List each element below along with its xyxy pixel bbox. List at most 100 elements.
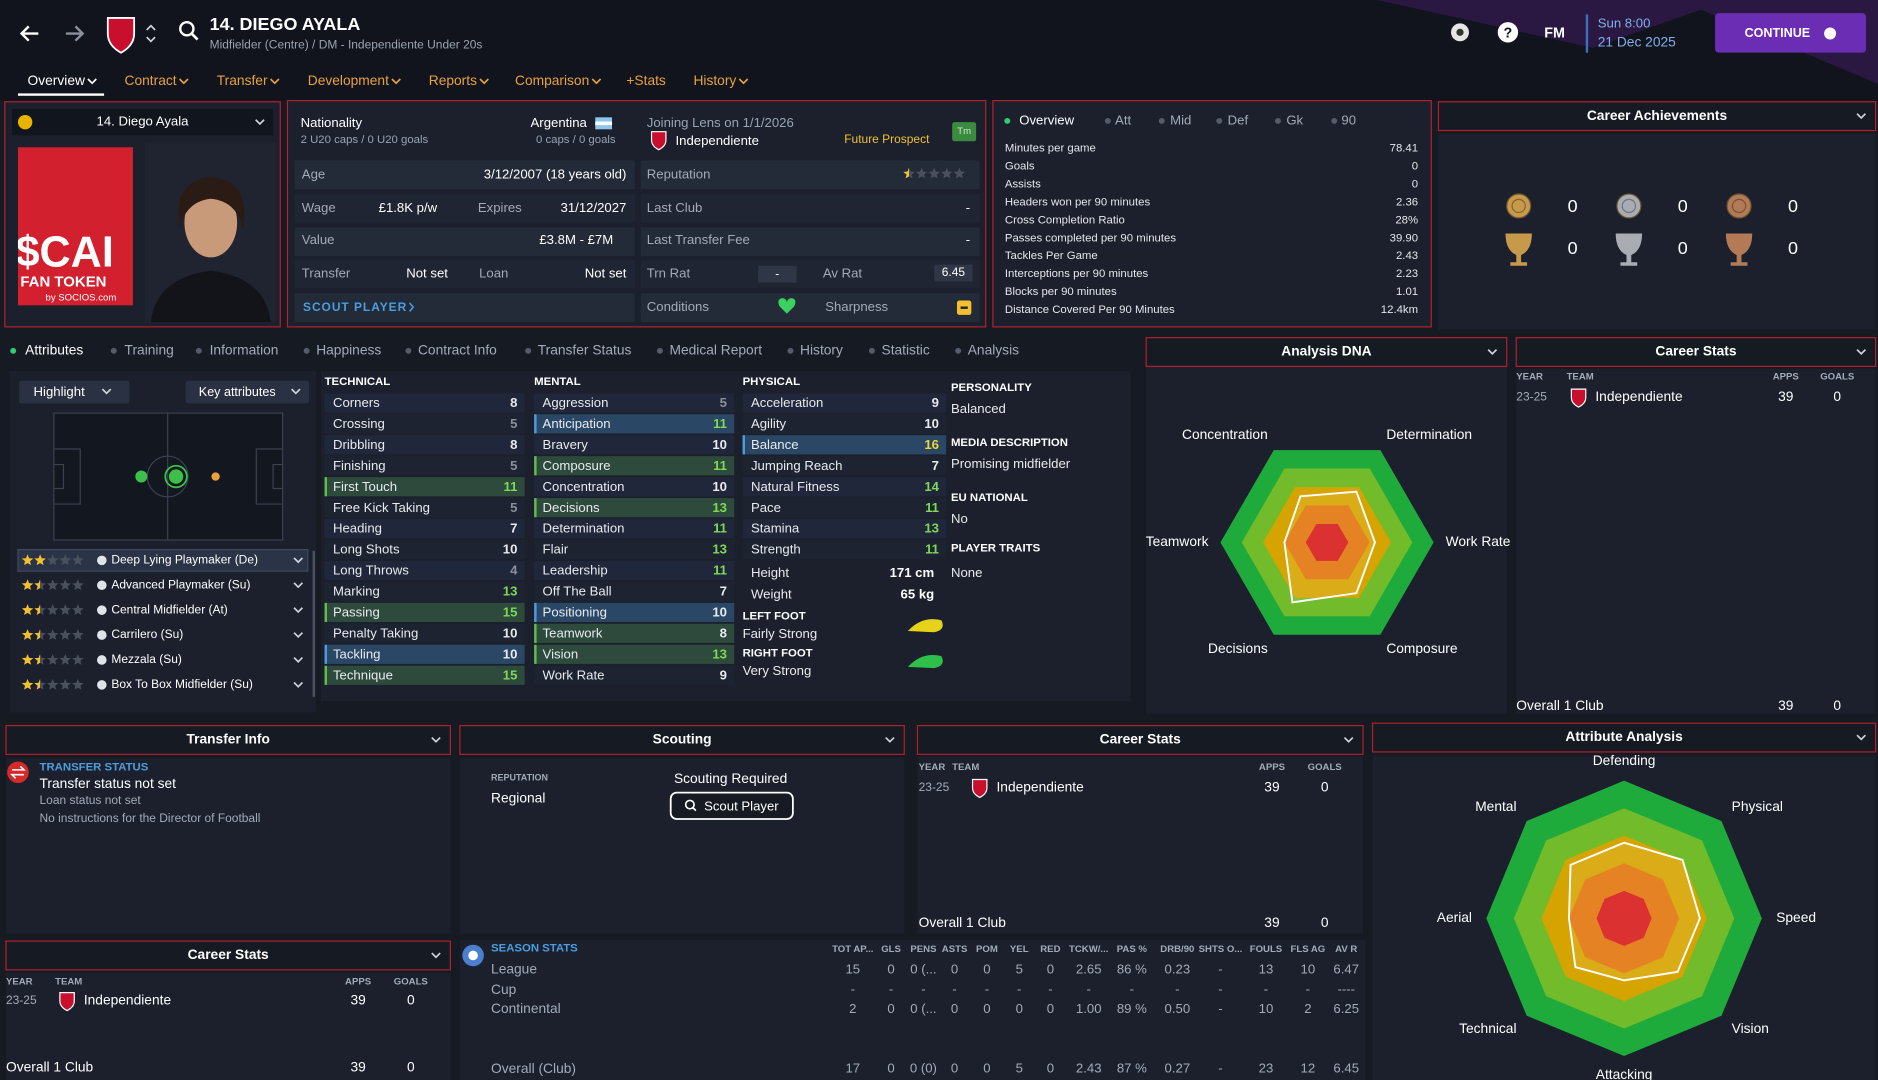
key-attributes-button[interactable] xyxy=(185,380,310,404)
stats-tab[interactable]: Gk xyxy=(1286,112,1303,127)
forward-button[interactable] xyxy=(65,25,85,42)
sharpness-icon xyxy=(960,306,968,309)
star xyxy=(34,579,46,591)
highlight-bar xyxy=(324,665,327,685)
achievement-count: 0 xyxy=(1568,238,1578,258)
season-cell: - xyxy=(1048,982,1052,997)
nav-tab[interactable]: History xyxy=(693,73,736,88)
stats-tab[interactable]: Mid xyxy=(1170,112,1191,127)
attribute-tab[interactable]: Attributes xyxy=(25,342,83,357)
nav-tab[interactable]: Overview xyxy=(28,73,85,88)
star xyxy=(21,653,34,665)
info-value: Argentina xyxy=(531,115,588,130)
column-header: GOALS xyxy=(1820,372,1855,383)
stats-tab[interactable]: Def xyxy=(1228,112,1249,127)
scout-player-label[interactable]: Scout Player xyxy=(704,798,779,813)
nav-tab[interactable]: Contract xyxy=(125,73,177,88)
star xyxy=(72,629,84,640)
stats-tab[interactable]: Att xyxy=(1115,112,1131,127)
attribute-name: Off The Ball xyxy=(543,584,612,599)
role-name[interactable]: Advanced Playmaker (Su) xyxy=(111,577,250,591)
club-logo[interactable] xyxy=(106,17,136,54)
detail-label: PLAYER TRAITS xyxy=(951,542,1041,554)
attribute-tab[interactable]: Happiness xyxy=(316,342,381,357)
nav-tab[interactable]: Development xyxy=(308,73,389,88)
season-cell: - xyxy=(952,982,956,997)
tab-dot xyxy=(405,347,412,354)
attribute-row xyxy=(324,456,525,476)
info-icon xyxy=(97,655,107,665)
star xyxy=(46,604,59,615)
star xyxy=(72,579,84,591)
radar-axis-label: Technical xyxy=(1459,1021,1516,1036)
attribute-tab[interactable]: Training xyxy=(125,342,174,357)
star xyxy=(46,653,59,665)
attribute-name: Tackling xyxy=(333,646,381,661)
attribute-tab[interactable]: Contract Info xyxy=(418,342,497,357)
season-cell: 0 (... xyxy=(910,1001,936,1016)
season-cell: - xyxy=(1175,982,1179,997)
role-row-selected[interactable] xyxy=(17,548,309,572)
season-cell: 0 xyxy=(1016,1001,1023,1016)
info-tag: Future Prospect xyxy=(844,132,930,146)
season-cell: - xyxy=(1264,982,1268,997)
season-cell: 17 xyxy=(845,1061,860,1076)
highlight-bar xyxy=(534,456,537,476)
role-name[interactable]: Mezzala (Su) xyxy=(111,652,182,666)
chevron xyxy=(738,78,749,85)
season-cell: 0 xyxy=(951,1061,958,1076)
attribute-value: 10 xyxy=(712,437,727,452)
attribute-row xyxy=(742,393,947,413)
info-row xyxy=(294,227,635,257)
season-cell: 0.27 xyxy=(1165,1061,1191,1076)
column-header: GLS xyxy=(881,944,901,955)
attribute-tab[interactable]: Information xyxy=(210,342,279,357)
radar-axis-label: Determination xyxy=(1386,427,1472,442)
season-stats-link[interactable]: SEASON STATS xyxy=(491,942,578,954)
section-title: RIGHT FOOT xyxy=(743,648,813,660)
attribute-tab[interactable]: Statistic xyxy=(882,342,930,357)
search-icon xyxy=(692,807,697,812)
role-name[interactable]: Carrilero (Su) xyxy=(111,627,183,641)
attribute-tab[interactable]: Analysis xyxy=(968,342,1019,357)
continue-button[interactable] xyxy=(1715,13,1867,53)
attribute-tab[interactable]: History xyxy=(800,342,843,357)
brand-logo: FM xyxy=(1544,25,1565,41)
attribute-name: Concentration xyxy=(543,479,625,494)
label: Expires xyxy=(478,200,522,215)
role-name[interactable]: Box To Box Midfielder (Su) xyxy=(111,677,253,691)
panel-title: Career Stats xyxy=(1655,344,1736,359)
transfer-status-link[interactable]: TRANSFER STATUS xyxy=(40,761,149,773)
stats-tab[interactable]: Overview xyxy=(1019,112,1074,127)
attribute-tab[interactable]: Transfer Status xyxy=(538,342,632,357)
continue-label[interactable]: CONTINUE xyxy=(1745,26,1811,40)
season-cell: 0 xyxy=(1047,1061,1054,1076)
attribute-name: Decisions xyxy=(543,500,600,515)
player-selector-label[interactable]: 14. Diego Ayala xyxy=(97,114,190,129)
stats-tab[interactable]: 90 xyxy=(1341,112,1356,127)
role-name[interactable]: Central Midfielder (At) xyxy=(111,602,227,616)
scout-player-link[interactable]: SCOUT PLAYER xyxy=(303,300,407,314)
nav-tab[interactable]: Transfer xyxy=(217,73,268,88)
nav-tab[interactable]: Reports xyxy=(429,73,477,88)
attribute-value: 11 xyxy=(713,458,727,473)
role-name[interactable]: Deep Lying Playmaker (De) xyxy=(111,553,258,567)
selector-icon xyxy=(17,114,33,130)
attribute-value: 171 cm xyxy=(890,565,935,580)
back-button[interactable] xyxy=(19,25,39,42)
label: Weight xyxy=(751,587,792,602)
attribute-name: Technique xyxy=(333,667,393,682)
season-cell: 0 xyxy=(983,1061,990,1076)
foot-value: Fairly Strong xyxy=(743,626,818,641)
column-header: POM xyxy=(976,944,998,955)
nav-tab[interactable]: +Stats xyxy=(626,73,666,88)
player-selector[interactable] xyxy=(11,108,274,136)
help-icon[interactable]: ? xyxy=(1504,25,1513,41)
nav-tab[interactable]: Comparison xyxy=(515,73,589,88)
panel-title: Scouting xyxy=(653,732,712,747)
attribute-tab[interactable]: Medical Report xyxy=(670,342,763,357)
highlight-button[interactable] xyxy=(19,380,130,404)
scout-player-button[interactable] xyxy=(669,791,794,820)
attribute-value: 13 xyxy=(712,646,727,661)
attribute-row xyxy=(534,560,735,581)
